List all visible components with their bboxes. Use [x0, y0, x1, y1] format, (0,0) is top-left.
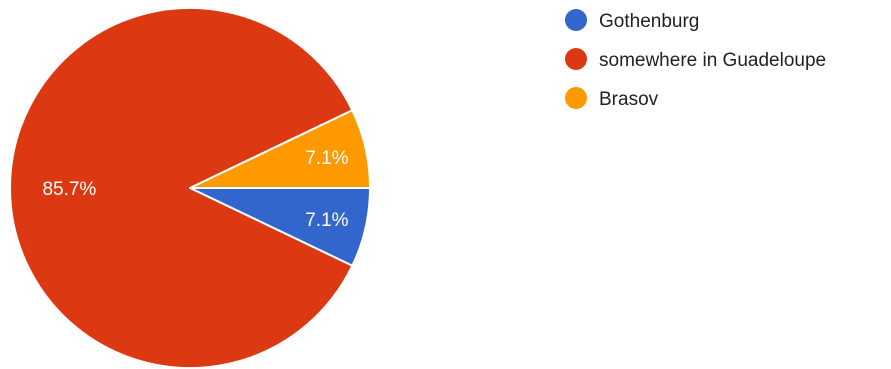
legend-item-somewhere-in-guadeloupe: somewhere in Guadeloupe	[565, 48, 826, 71]
pie-slice-somewhere-in-guadeloupe	[9, 7, 354, 369]
legend-label: somewhere in Guadeloupe	[599, 50, 826, 71]
legend-swatch	[565, 48, 587, 70]
legend-label: Gothenburg	[599, 11, 699, 32]
legend-swatch	[565, 9, 587, 31]
pie-slice-brasov	[189, 109, 371, 189]
slice-label-brasov: 7.1%	[305, 148, 348, 169]
pie-slice-labels: 7.1% 85.7% 7.1%	[42, 148, 348, 231]
legend-label: Brasov	[599, 89, 659, 110]
slice-label-gothenburg: 7.1%	[305, 210, 348, 231]
legend-item-gothenburg: Gothenburg	[565, 9, 699, 32]
pie-slices	[9, 7, 371, 369]
legend-item-brasov: Brasov	[565, 87, 659, 110]
chart-legend: Gothenburg somewhere in Guadeloupe Brasov	[565, 9, 826, 110]
legend-swatch	[565, 87, 587, 109]
slice-label-somewhere-in-guadeloupe: 85.7%	[42, 179, 96, 200]
